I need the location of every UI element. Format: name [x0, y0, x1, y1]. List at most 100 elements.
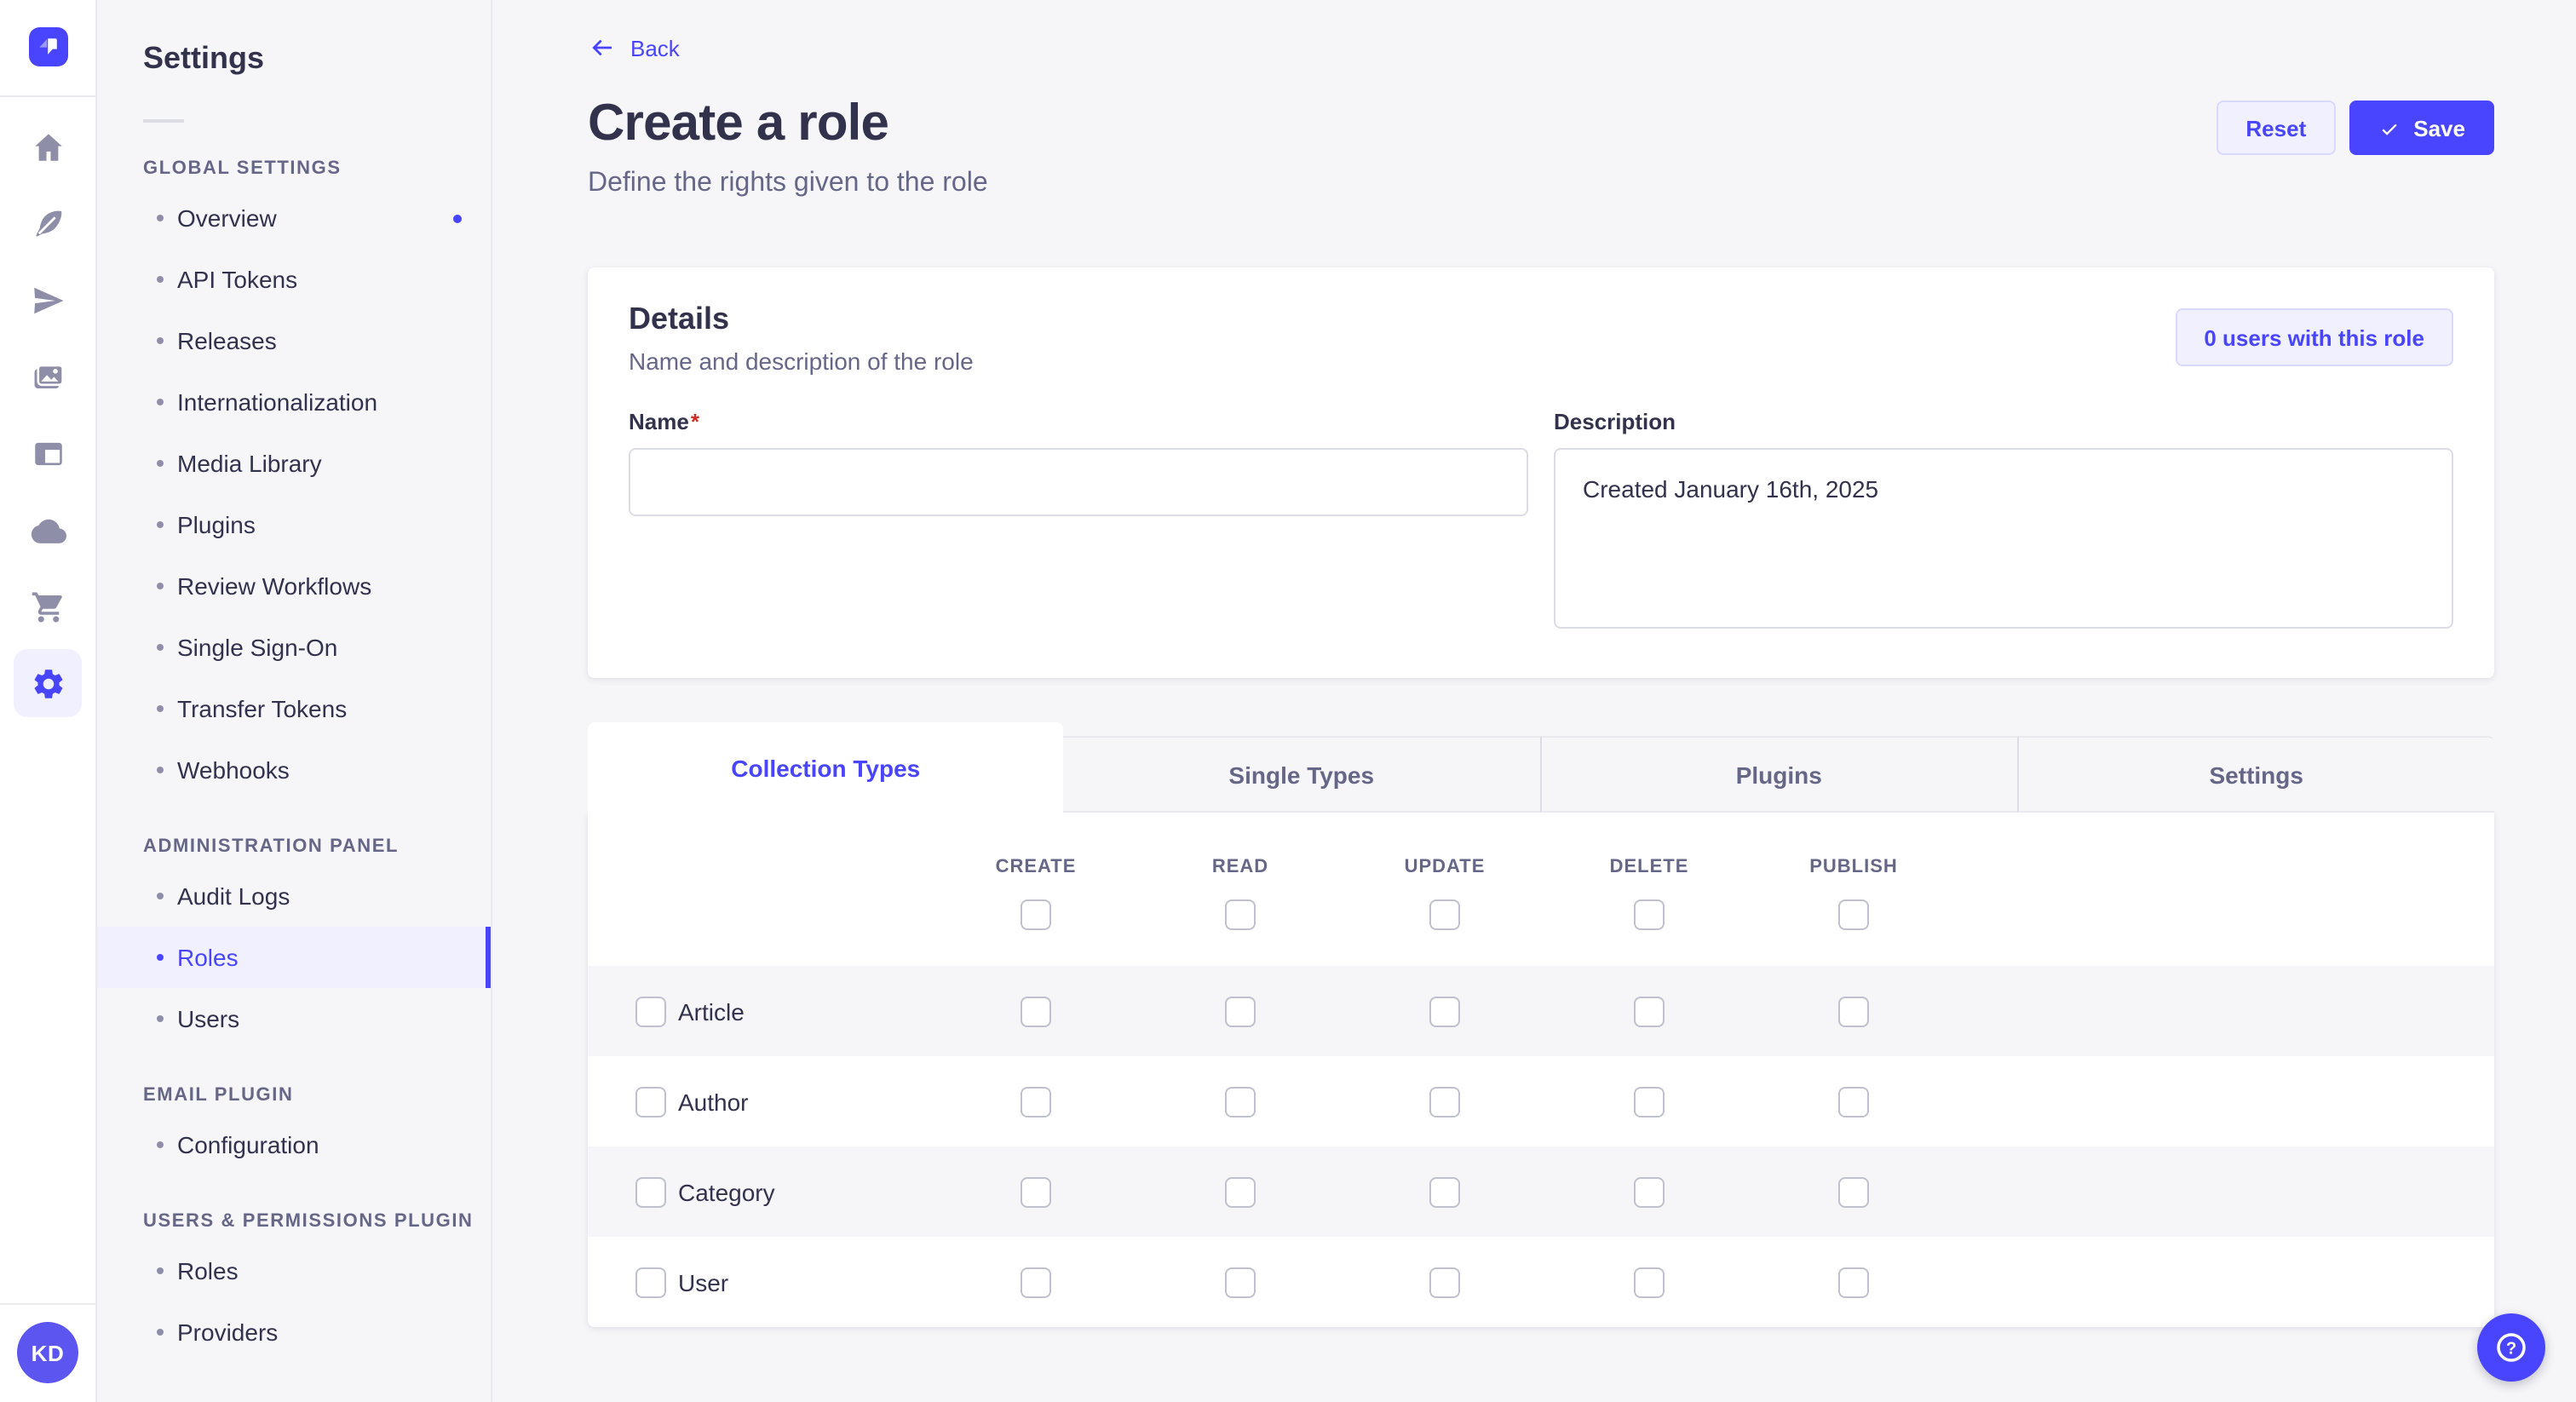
description-field-group: Description Created January 16th, 2025 — [1554, 409, 2453, 637]
sidebar-item-transfer-tokens[interactable]: Transfer Tokens — [97, 678, 491, 739]
select-all-delete-checkbox[interactable] — [1634, 899, 1665, 930]
select-row-article-checkbox[interactable] — [635, 996, 666, 1026]
arrow-left-icon — [592, 39, 612, 56]
question-mark-icon: ? — [2497, 1333, 2526, 1362]
save-button[interactable]: Save — [2349, 101, 2494, 155]
cloud-icon[interactable] — [14, 496, 82, 564]
name-field-group: Name * — [629, 409, 1528, 516]
table-row-author: Author — [588, 1056, 2494, 1146]
article-delete-checkbox[interactable] — [1634, 996, 1665, 1026]
article-create-checkbox[interactable] — [1021, 996, 1051, 1026]
cart-icon[interactable] — [14, 572, 82, 641]
sidebar-title-divider — [143, 119, 184, 123]
user-publish-checkbox[interactable] — [1838, 1267, 1869, 1297]
details-card: Details Name and description of the role… — [588, 267, 2494, 678]
help-button[interactable]: ? — [2477, 1313, 2545, 1382]
sidebar-item-providers[interactable]: Providers — [97, 1301, 491, 1363]
sidebar-item-roles-admin[interactable]: Roles — [97, 927, 491, 988]
tab-plugins[interactable]: Plugins — [1539, 736, 2017, 813]
icon-rail: KD — [0, 0, 97, 1402]
users-with-role-button[interactable]: 0 users with this role — [2175, 308, 2453, 366]
tab-settings[interactable]: Settings — [2016, 736, 2494, 813]
select-all-create-checkbox[interactable] — [1021, 899, 1051, 930]
user-update-checkbox[interactable] — [1429, 1267, 1460, 1297]
select-all-update-checkbox[interactable] — [1429, 899, 1460, 930]
sidebar-item-users[interactable]: Users — [97, 988, 491, 1049]
svg-text:?: ? — [2506, 1339, 2516, 1358]
sidebar-item-label: Webhooks — [177, 756, 290, 784]
sidebar-item-media-library[interactable]: Media Library — [97, 433, 491, 494]
author-delete-checkbox[interactable] — [1634, 1086, 1665, 1117]
back-link[interactable]: Back — [588, 34, 680, 61]
sidebar-item-api-tokens[interactable]: API Tokens — [97, 249, 491, 310]
sidebar-item-label: API Tokens — [177, 266, 298, 293]
sidebar-item-internationalization[interactable]: Internationalization — [97, 371, 491, 433]
settings-sidebar: Settings GLOBAL SETTINGS Overview API To… — [97, 0, 492, 1402]
bullet-icon — [157, 1015, 164, 1022]
select-row-author-checkbox[interactable] — [635, 1086, 666, 1117]
author-read-checkbox[interactable] — [1225, 1086, 1256, 1117]
check-icon — [2381, 123, 2396, 135]
article-read-checkbox[interactable] — [1225, 996, 1256, 1026]
user-create-checkbox[interactable] — [1021, 1267, 1051, 1297]
bullet-icon — [157, 644, 164, 651]
home-icon[interactable] — [14, 112, 82, 181]
sidebar-item-plugins[interactable]: Plugins — [97, 494, 491, 555]
select-row-user-checkbox[interactable] — [635, 1267, 666, 1297]
bullet-icon — [157, 399, 164, 405]
table-row-article: Article — [588, 966, 2494, 1056]
description-textarea[interactable]: Created January 16th, 2025 — [1554, 448, 2453, 629]
details-fields: Name * Description Created January 16th, … — [629, 409, 2453, 637]
name-input[interactable] — [629, 448, 1528, 516]
sidebar-item-releases[interactable]: Releases — [97, 310, 491, 371]
user-read-checkbox[interactable] — [1225, 1267, 1256, 1297]
tab-single-types[interactable]: Single Types — [1063, 736, 1539, 813]
sidebar-item-roles-up[interactable]: Roles — [97, 1240, 491, 1301]
back-label: Back — [630, 35, 680, 60]
article-publish-checkbox[interactable] — [1838, 996, 1869, 1026]
row-label: Category — [678, 1178, 775, 1205]
sidebar-item-label: Overview — [177, 204, 277, 232]
reset-button[interactable]: Reset — [2217, 101, 2336, 155]
sidebar-item-single-sign-on[interactable]: Single Sign-On — [97, 617, 491, 678]
category-read-checkbox[interactable] — [1225, 1176, 1256, 1207]
category-publish-checkbox[interactable] — [1838, 1176, 1869, 1207]
select-row-category-checkbox[interactable] — [635, 1176, 666, 1207]
sidebar-item-label: Single Sign-On — [177, 634, 338, 661]
sidebar-item-review-workflows[interactable]: Review Workflows — [97, 555, 491, 617]
sidebar-item-audit-logs[interactable]: Audit Logs — [97, 865, 491, 927]
user-avatar[interactable]: KD — [17, 1322, 78, 1383]
tab-collection-types[interactable]: Collection Types — [588, 722, 1064, 813]
category-update-checkbox[interactable] — [1429, 1176, 1460, 1207]
paper-plane-icon[interactable] — [14, 266, 82, 334]
strapi-logo[interactable] — [28, 27, 67, 66]
page-subtitle: Define the rights given to the role — [588, 169, 988, 198]
notification-dot — [453, 214, 462, 222]
section-users-permissions-plugin: USERS & PERMISSIONS PLUGIN — [143, 1211, 474, 1232]
select-all-publish-checkbox[interactable] — [1838, 899, 1869, 930]
article-update-checkbox[interactable] — [1429, 996, 1460, 1026]
bullet-icon — [157, 276, 164, 283]
sidebar-item-overview[interactable]: Overview — [97, 187, 491, 249]
author-publish-checkbox[interactable] — [1838, 1086, 1869, 1117]
column-header-update: UPDATE — [1404, 857, 1486, 877]
bullet-icon — [157, 1329, 164, 1336]
sidebar-item-label: Users — [177, 1005, 240, 1032]
media-icon[interactable] — [14, 342, 82, 411]
select-all-read-checkbox[interactable] — [1225, 899, 1256, 930]
column-header-read: READ — [1211, 857, 1269, 877]
sidebar-item-configuration[interactable]: Configuration — [97, 1114, 491, 1175]
gear-icon[interactable] — [14, 649, 82, 717]
sidebar-item-label: Plugins — [177, 511, 256, 538]
main-content: Back Create a role Define the rights giv… — [492, 0, 2576, 1402]
author-create-checkbox[interactable] — [1021, 1086, 1051, 1117]
category-create-checkbox[interactable] — [1021, 1176, 1051, 1207]
author-update-checkbox[interactable] — [1429, 1086, 1460, 1117]
pen-icon[interactable] — [14, 189, 82, 257]
page-header-text: Create a role Define the rights given to… — [588, 95, 988, 199]
layout-icon[interactable] — [14, 419, 82, 487]
category-delete-checkbox[interactable] — [1634, 1176, 1665, 1207]
user-delete-checkbox[interactable] — [1634, 1267, 1665, 1297]
sidebar-item-label: Transfer Tokens — [177, 695, 348, 722]
sidebar-item-webhooks[interactable]: Webhooks — [97, 739, 491, 801]
